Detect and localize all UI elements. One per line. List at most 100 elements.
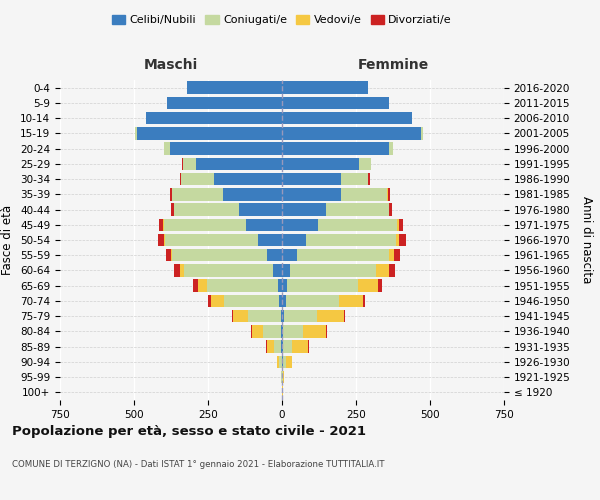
Bar xyxy=(248,310,281,322)
Bar xyxy=(196,158,282,170)
Bar xyxy=(341,173,368,186)
Bar xyxy=(146,112,282,124)
Bar xyxy=(362,294,365,307)
Bar xyxy=(283,371,284,384)
Bar xyxy=(172,188,223,200)
Bar xyxy=(193,280,197,292)
Bar xyxy=(180,264,184,276)
Bar xyxy=(278,280,282,292)
Bar xyxy=(167,96,282,109)
Bar xyxy=(389,142,393,155)
Bar xyxy=(358,280,377,292)
Bar xyxy=(233,310,248,322)
Bar xyxy=(251,325,263,338)
Text: Popolazione per età, sesso e stato civile - 2021: Popolazione per età, sesso e stato civil… xyxy=(12,425,366,438)
Bar xyxy=(158,234,164,246)
Bar xyxy=(389,249,394,262)
Bar xyxy=(317,310,344,322)
Bar xyxy=(263,325,281,338)
Bar xyxy=(164,234,165,246)
Legend: Celibi/Nubili, Coniugati/e, Vedovi/e, Divorziati/e: Celibi/Nubili, Coniugati/e, Vedovi/e, Di… xyxy=(107,10,457,30)
Bar xyxy=(280,356,282,368)
Bar xyxy=(183,158,196,170)
Bar xyxy=(164,218,247,231)
Text: COMUNE DI TERZIGNO (NA) - Dati ISTAT 1° gennaio 2021 - Elaborazione TUTTITALIA.I: COMUNE DI TERZIGNO (NA) - Dati ISTAT 1° … xyxy=(12,460,385,469)
Bar xyxy=(171,204,173,216)
Bar xyxy=(282,325,283,338)
Bar xyxy=(165,234,259,246)
Bar xyxy=(282,280,287,292)
Bar xyxy=(164,142,170,155)
Bar xyxy=(174,264,180,276)
Bar xyxy=(396,234,399,246)
Bar xyxy=(282,371,283,384)
Bar xyxy=(136,127,137,140)
Bar xyxy=(170,188,172,200)
Bar xyxy=(282,249,297,262)
Bar xyxy=(208,294,211,307)
Bar xyxy=(303,325,326,338)
Bar xyxy=(158,218,163,231)
Bar xyxy=(282,173,341,186)
Bar xyxy=(282,188,341,200)
Bar xyxy=(282,204,326,216)
Bar xyxy=(399,218,403,231)
Bar xyxy=(267,249,282,262)
Bar xyxy=(368,173,370,186)
Bar xyxy=(281,310,282,322)
Bar xyxy=(211,294,224,307)
Bar xyxy=(421,127,422,140)
Bar xyxy=(187,82,282,94)
Bar xyxy=(239,204,282,216)
Bar xyxy=(282,142,389,155)
Bar xyxy=(197,280,206,292)
Bar xyxy=(283,340,292,353)
Text: Femmine: Femmine xyxy=(358,58,428,72)
Bar xyxy=(376,264,389,276)
Bar xyxy=(399,234,406,246)
Bar xyxy=(232,310,233,322)
Bar xyxy=(180,173,181,186)
Bar xyxy=(359,158,371,170)
Bar xyxy=(282,234,305,246)
Bar xyxy=(137,127,282,140)
Bar xyxy=(247,218,282,231)
Bar xyxy=(181,173,214,186)
Bar xyxy=(388,188,390,200)
Bar xyxy=(326,204,389,216)
Bar xyxy=(174,204,239,216)
Bar xyxy=(290,264,376,276)
Bar xyxy=(279,294,282,307)
Bar xyxy=(377,280,382,292)
Bar xyxy=(266,340,274,353)
Bar xyxy=(224,294,279,307)
Bar xyxy=(206,280,278,292)
Bar xyxy=(223,188,282,200)
Bar xyxy=(283,325,303,338)
Bar xyxy=(171,249,172,262)
Bar xyxy=(184,264,273,276)
Text: Maschi: Maschi xyxy=(144,58,198,72)
Bar xyxy=(284,310,317,322)
Bar xyxy=(282,82,368,94)
Bar xyxy=(339,294,362,307)
Bar xyxy=(341,188,387,200)
Bar xyxy=(283,356,286,368)
Bar xyxy=(292,340,308,353)
Bar xyxy=(282,264,290,276)
Bar xyxy=(286,294,339,307)
Bar xyxy=(326,325,327,338)
Bar xyxy=(274,340,281,353)
Bar xyxy=(344,310,345,322)
Bar xyxy=(281,325,282,338)
Bar xyxy=(170,142,282,155)
Bar xyxy=(166,249,171,262)
Bar xyxy=(259,234,282,246)
Bar xyxy=(397,218,399,231)
Bar xyxy=(282,340,283,353)
Bar xyxy=(389,264,395,276)
Bar xyxy=(286,356,292,368)
Bar xyxy=(282,310,284,322)
Bar xyxy=(277,356,280,368)
Bar xyxy=(172,249,267,262)
